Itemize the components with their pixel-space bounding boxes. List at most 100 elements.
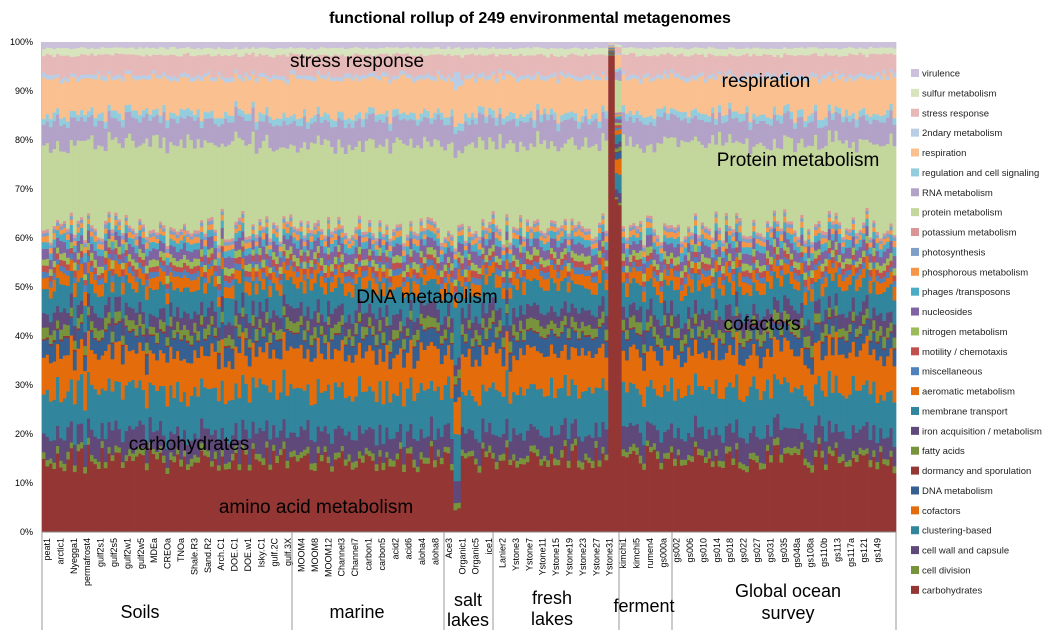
area-segment: [196, 276, 201, 290]
area-segment: [347, 337, 352, 340]
area-segment: [751, 324, 756, 327]
area-segment: [110, 460, 115, 533]
area-segment: [302, 235, 307, 238]
area-segment: [76, 281, 81, 306]
area-segment: [76, 444, 81, 452]
area-segment: [354, 226, 358, 231]
area-segment: [563, 248, 568, 255]
area-segment: [727, 330, 732, 333]
area-segment: [470, 347, 475, 367]
area-segment: [707, 458, 712, 533]
area-segment: [834, 223, 839, 231]
area-segment: [721, 257, 725, 267]
area-segment: [830, 392, 835, 433]
area-segment: [395, 230, 400, 238]
area-segment: [885, 277, 890, 288]
area-segment: [559, 227, 564, 232]
area-segment: [319, 325, 324, 335]
area-segment: [700, 273, 705, 284]
area-segment: [505, 247, 509, 253]
area-segment: [566, 236, 571, 241]
area-segment: [882, 350, 887, 367]
area-segment: [775, 444, 780, 533]
area-segment: [851, 320, 856, 323]
area-segment: [703, 147, 708, 227]
area-segment: [487, 227, 492, 233]
area-segment: [734, 212, 739, 217]
area-segment: [703, 456, 708, 464]
area-segment: [402, 446, 406, 465]
area-segment: [340, 261, 345, 268]
area-segment: [539, 240, 544, 248]
area-segment: [415, 235, 420, 241]
area-segment: [765, 450, 770, 533]
area-segment: [793, 151, 797, 231]
area-segment: [638, 432, 643, 456]
area-segment: [625, 256, 629, 266]
series-cofactors: [42, 53, 897, 435]
area-segment: [175, 243, 180, 253]
area-segment: [769, 313, 773, 330]
area-segment: [655, 395, 660, 431]
area-segment: [871, 239, 876, 249]
area-segment: [196, 438, 201, 458]
area-segment: [618, 124, 622, 128]
area-segment: [481, 318, 485, 328]
area-segment: [625, 243, 629, 249]
area-segment: [631, 443, 636, 451]
area-segment: [261, 226, 266, 230]
area-segment: [419, 325, 424, 343]
area-segment: [398, 256, 403, 264]
area-segment: [79, 243, 84, 252]
area-segment: [793, 272, 797, 280]
area-segment: [865, 294, 869, 309]
area-segment: [240, 231, 245, 241]
area-segment: [340, 228, 345, 233]
area-segment: [703, 276, 708, 288]
area-segment: [230, 368, 235, 400]
area-segment: [611, 50, 616, 52]
area-segment: [505, 330, 509, 371]
area-segment: [162, 252, 166, 261]
area-segment: [810, 260, 815, 271]
area-segment: [841, 280, 845, 292]
area-segment: [206, 229, 211, 238]
series-cell-wall-and-capsule: [42, 54, 897, 504]
area-segment: [666, 255, 670, 264]
area-segment: [196, 396, 201, 439]
area-segment: [782, 427, 787, 448]
area-segment: [330, 471, 334, 533]
area-segment: [230, 348, 235, 351]
area-segment: [772, 212, 777, 217]
area-segment: [141, 143, 146, 225]
area-segment: [316, 426, 321, 447]
area-segment: [446, 247, 451, 257]
area-segment: [786, 323, 791, 326]
area-segment: [432, 138, 437, 222]
area-segment: [878, 293, 883, 314]
area-segment: [607, 46, 612, 47]
area-segment: [72, 296, 77, 326]
area-segment: [247, 276, 252, 283]
area-segment: [817, 322, 821, 325]
area-segment: [398, 273, 403, 287]
area-segment: [645, 246, 650, 256]
area-segment: [690, 235, 694, 240]
area-segment: [429, 328, 434, 343]
area-segment: [707, 350, 712, 387]
area-segment: [854, 461, 859, 533]
area-segment: [662, 431, 667, 454]
area-segment: [590, 460, 595, 469]
area-segment: [892, 466, 897, 474]
area-segment: [871, 227, 876, 233]
area-segment: [601, 421, 605, 447]
area-segment: [199, 276, 204, 303]
area-segment: [655, 238, 660, 242]
area-segment: [443, 242, 448, 248]
area-segment: [103, 233, 108, 241]
area-segment: [367, 426, 372, 451]
area-segment: [628, 236, 633, 245]
area-segment: [120, 318, 125, 336]
area-segment: [697, 234, 701, 239]
area-segment: [196, 265, 201, 272]
